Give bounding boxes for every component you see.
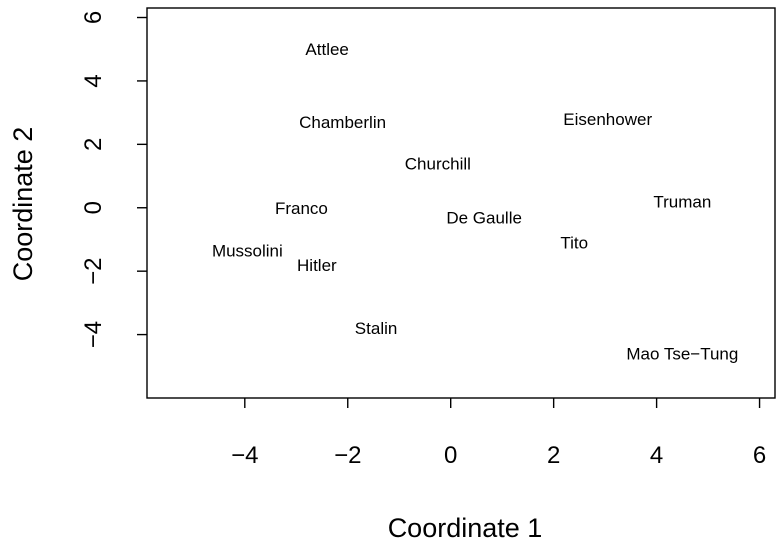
y-axis-title: Coordinate 2 (8, 127, 38, 282)
x-tick-label: 4 (650, 442, 663, 469)
point-label: Mussolini (212, 242, 283, 261)
y-tick-label: 0 (80, 201, 107, 214)
point-label: Eisenhower (563, 110, 652, 129)
plot-frame (146, 7, 776, 399)
point-label: Tito (560, 234, 588, 253)
y-tick-label: 4 (80, 74, 107, 87)
x-tick-label: 6 (753, 442, 766, 469)
x-axis: −4 −2 0 2 4 6 (231, 398, 766, 469)
x-tick-label: 0 (444, 442, 457, 469)
x-tick-label: −2 (334, 442, 361, 469)
x-tick-label: 2 (547, 442, 560, 469)
point-label: Churchill (405, 154, 471, 173)
y-tick-label: 2 (80, 138, 107, 151)
x-tick-label: −4 (231, 442, 258, 469)
point-label: Mao Tse−Tung (626, 345, 738, 364)
x-axis-title: Coordinate 1 (388, 513, 543, 539)
point-label: Hitler (297, 256, 337, 275)
y-tick-label: −2 (80, 257, 107, 284)
y-axis: −4 −2 0 2 4 6 (80, 11, 147, 348)
point-label: Franco (275, 199, 328, 218)
point-label: Stalin (355, 319, 398, 338)
point-label: Chamberlin (299, 113, 386, 132)
y-tick-label: −4 (80, 321, 107, 348)
point-label: De Gaulle (446, 208, 522, 227)
y-tick-label: 6 (80, 11, 107, 24)
point-label: Attlee (305, 40, 348, 59)
point-labels: Attlee Chamberlin Churchill Eisenhower Franc… (212, 40, 738, 363)
point-label: Truman (653, 192, 711, 211)
